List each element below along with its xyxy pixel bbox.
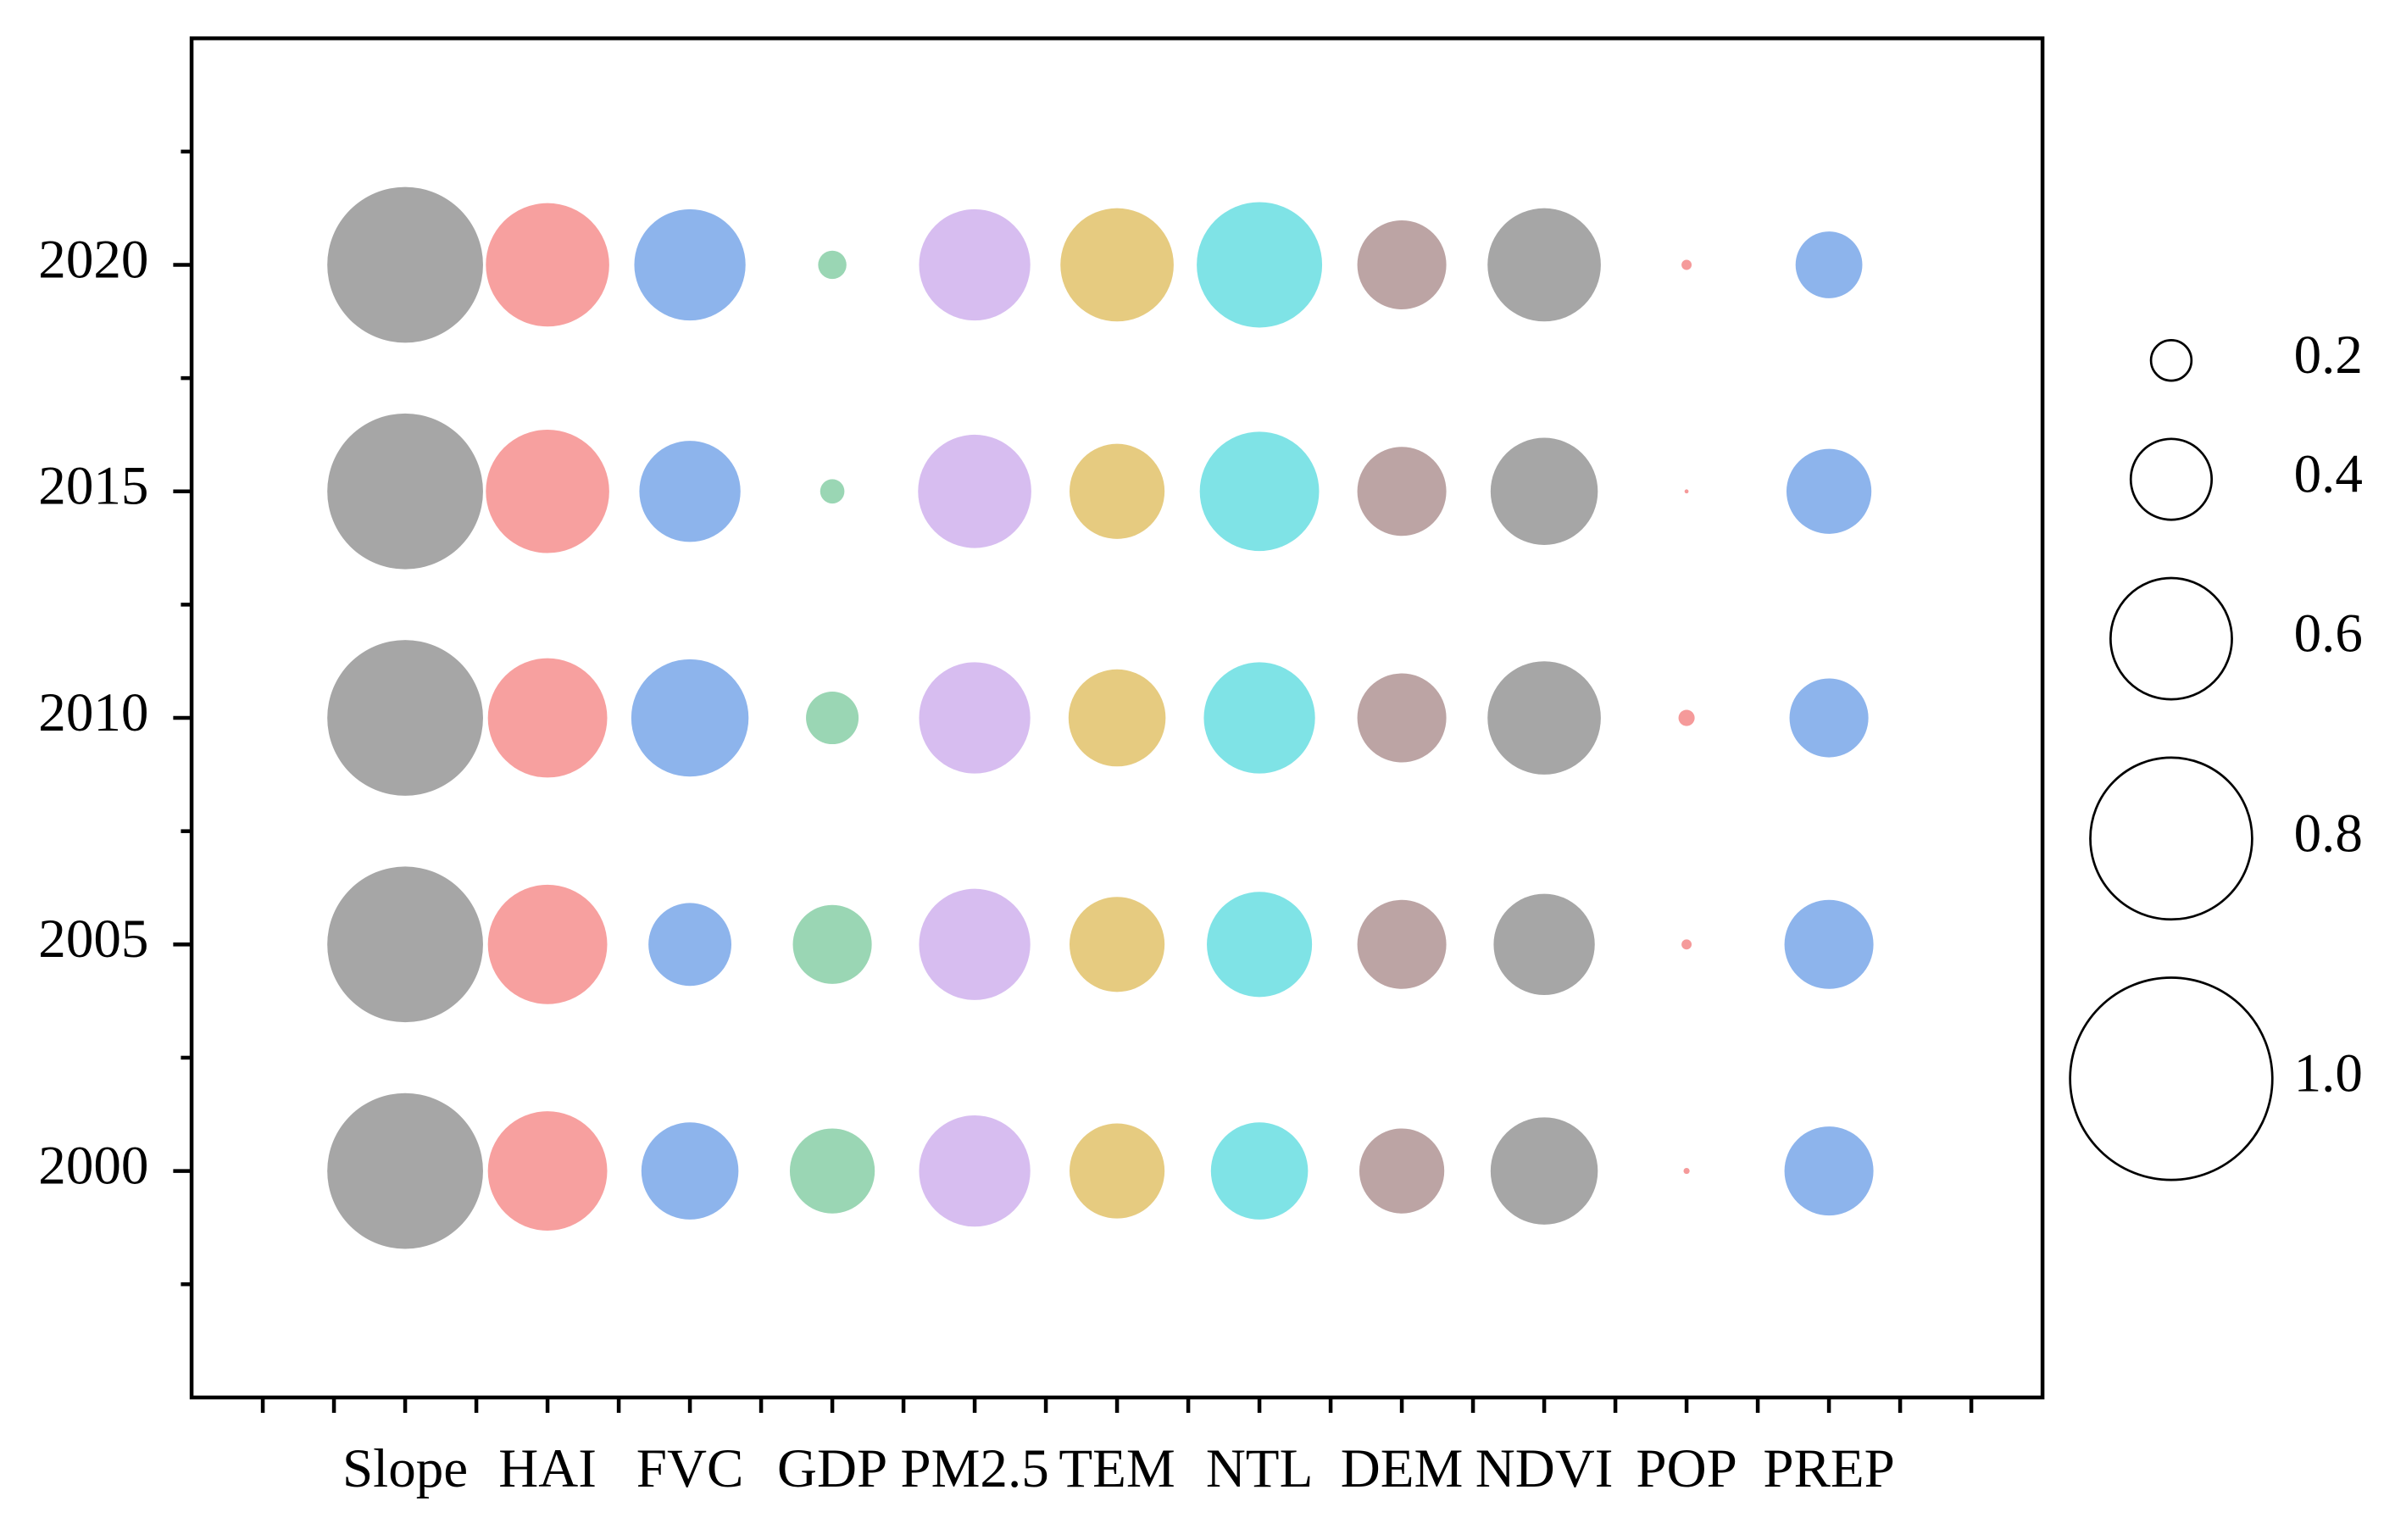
bubble [1357,447,1447,536]
bubble [1069,443,1165,539]
size-legend-label: 1.0 [2294,1043,2363,1104]
x-tick-label: NTL [1206,1438,1314,1499]
bubble [1357,220,1447,309]
x-tick-label: GDP [777,1438,887,1499]
bubble [1784,899,1874,989]
size-legend-label: 0.6 [2294,603,2363,664]
bubble [1683,1168,1690,1175]
x-tick-label: PREP [1763,1438,1895,1499]
bubble [487,1111,608,1231]
size-legend-circle [2069,976,2274,1181]
bubble [634,208,746,321]
x-tick-label: TEM [1059,1438,1175,1499]
bubble [327,866,483,1023]
bubble [1681,939,1692,950]
bubble [327,640,483,796]
x-tick-label: POP [1636,1438,1737,1499]
bubble [1678,709,1695,726]
bubble [1069,897,1165,992]
bubble [1493,893,1595,995]
bubble [1490,1117,1598,1225]
bubble [327,1092,483,1249]
x-tick-label: FVC [636,1438,744,1499]
bubble [486,203,609,327]
size-legend-label: 0.8 [2294,803,2363,864]
bubble [918,434,1031,548]
x-tick-label: NDVI [1475,1438,1614,1499]
y-tick-label: 2005 [38,909,148,970]
bubble [1684,489,1689,494]
y-tick-label: 2015 [38,456,148,517]
bubble [648,903,732,987]
bubble [1068,669,1166,767]
bubble [327,413,483,570]
x-tick-label: HAI [498,1438,597,1499]
x-tick-label: Slope [342,1438,468,1499]
bubble [1199,431,1320,552]
bubble [487,884,608,1004]
bubble [1490,437,1598,545]
bubble [1207,892,1313,998]
size-legend-circle [2089,756,2253,921]
bubble [919,208,1031,321]
size-legend-circle [2149,339,2193,382]
bubble [1210,1122,1309,1220]
bubble [1681,259,1692,270]
bubble [1357,673,1447,763]
bubble [1359,1128,1445,1214]
y-tick-label: 2010 [38,682,148,743]
bubble [1789,678,1869,758]
y-tick-label: 2000 [38,1136,148,1197]
bubble [1060,208,1174,322]
bubble [919,1115,1031,1227]
bubble [1786,448,1872,534]
bubble [327,186,483,343]
bubble [919,662,1031,774]
bubble [487,658,608,778]
bubble [818,250,847,280]
bubble [1069,1123,1165,1219]
size-legend-circle [2129,437,2214,521]
bubble [1203,662,1315,774]
bubble [919,888,1031,1000]
bubble [1357,899,1447,989]
bubble [792,904,872,984]
bubble [1197,202,1323,328]
bubble [1487,661,1601,775]
y-tick-label: 2020 [38,229,148,290]
bubble [639,441,741,542]
bubble [486,429,609,553]
bubble [1795,231,1863,298]
x-tick-label: DEM [1341,1438,1464,1499]
bubble [1487,208,1601,322]
bubble [631,659,749,777]
bubble [806,692,859,745]
bubble [641,1122,739,1220]
bubble [1784,1126,1874,1216]
size-legend-label: 0.2 [2294,325,2363,386]
size-legend-circle [2109,576,2233,701]
size-legend-label: 0.4 [2294,443,2363,504]
bubble [820,479,845,504]
bubble [789,1128,875,1214]
x-tick-label: PM2.5 [900,1438,1048,1499]
